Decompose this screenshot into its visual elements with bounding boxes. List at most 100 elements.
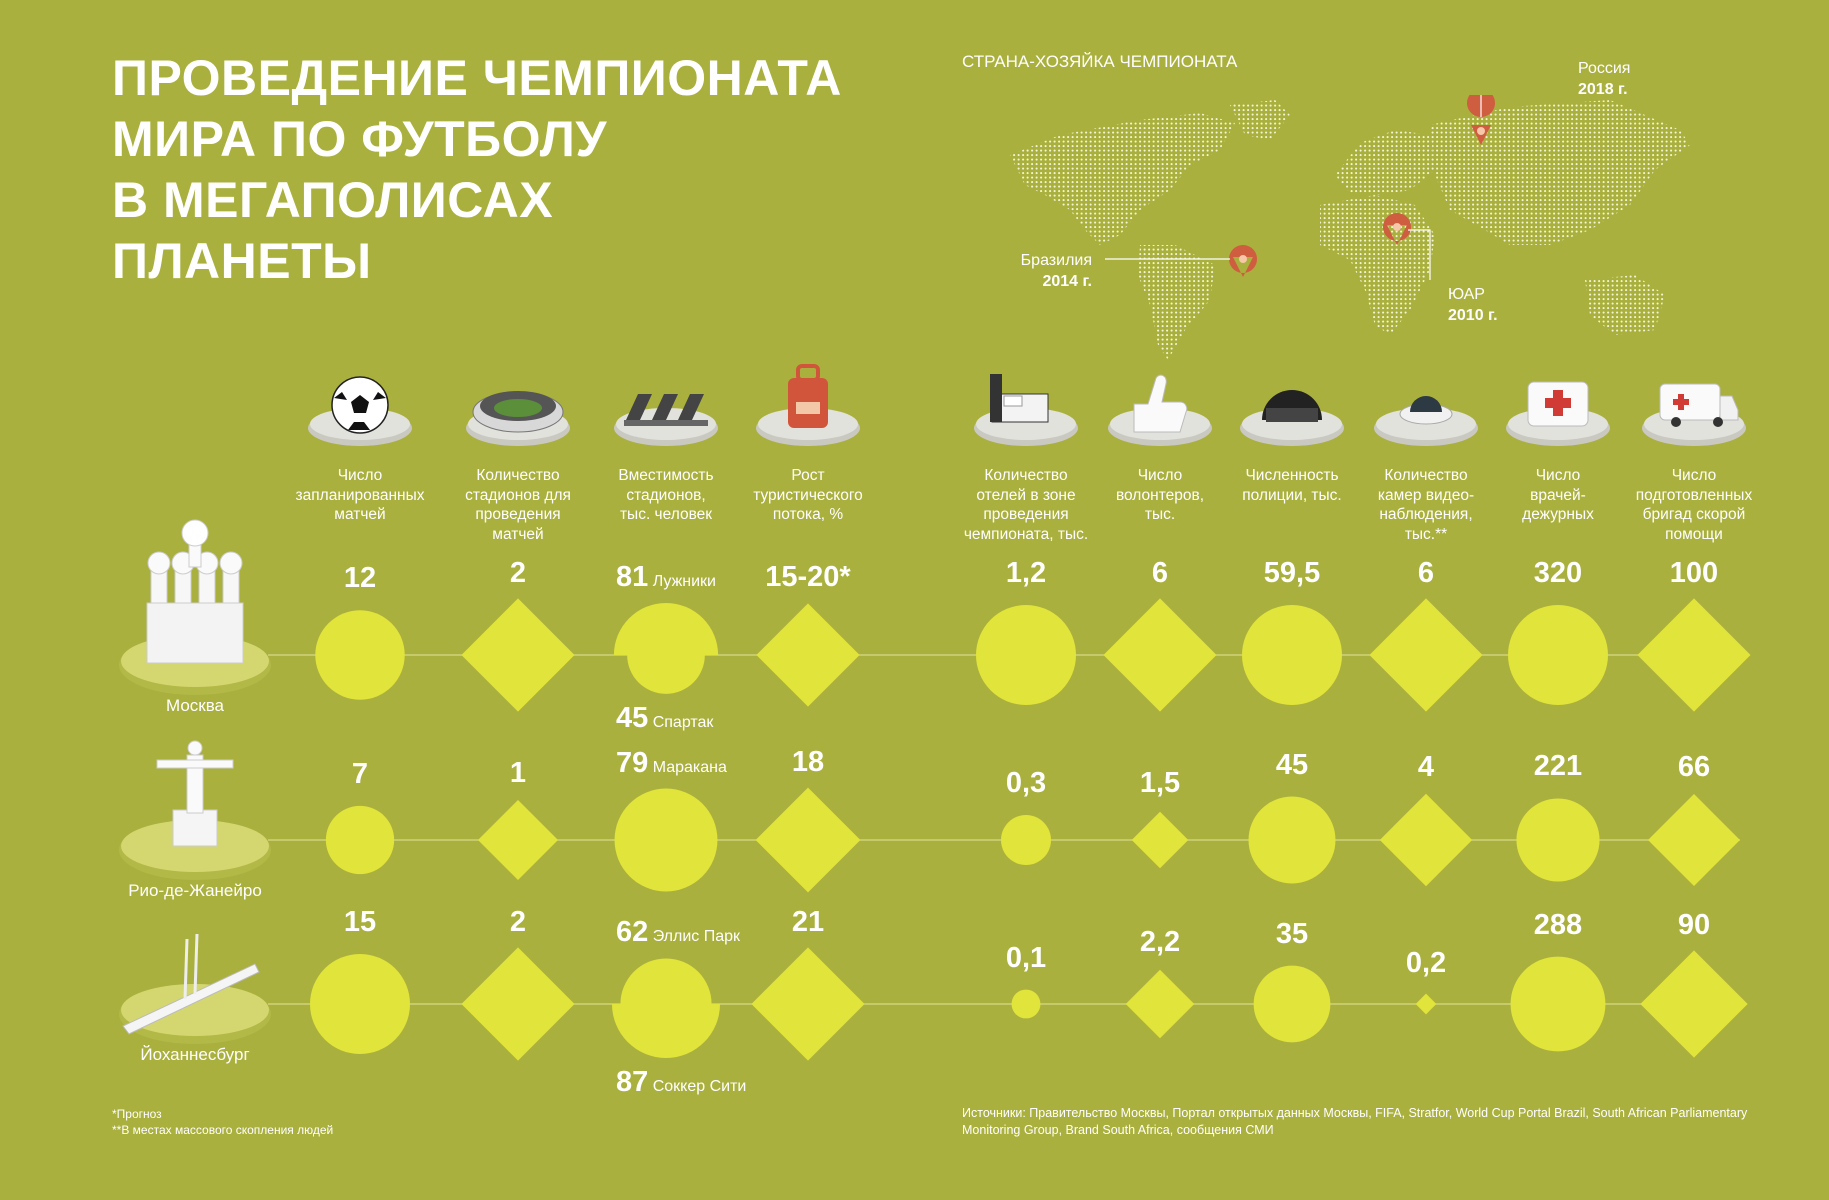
asia-shape [1430, 100, 1690, 245]
stadium-name: Эллис Парк [648, 928, 741, 946]
column-header-line: матчей [334, 506, 386, 523]
column-header-line: Число [1137, 467, 1183, 484]
thumbs-up-icon [1108, 374, 1212, 446]
stadium-name: Лужники [648, 572, 716, 590]
police-marker [1253, 965, 1331, 1043]
column-header-line: стадионов, [626, 486, 706, 504]
city-name: Рио-де-Жанейро [128, 881, 262, 900]
map-label-russia: Россия 2018 г. [1578, 60, 1631, 98]
hotel-bed-icon [974, 374, 1078, 446]
police-value: 59,5 [1263, 557, 1321, 589]
column-header-line: проведения [475, 506, 561, 523]
stadium-top-label: 79 Маракана [616, 747, 727, 780]
column-header-line: тыс. [1144, 506, 1176, 523]
volunteers-value: 2,2 [1139, 925, 1181, 958]
column-header-line: дежурных [1522, 506, 1594, 523]
greenland-shape [1230, 100, 1290, 140]
north-america-shape [1010, 113, 1235, 245]
column-header-line: отелей в зоне [976, 486, 1076, 504]
doctors-value: 288 [1533, 908, 1583, 941]
stadiums-value: 2 [509, 557, 527, 589]
ambulances-value: 66 [1677, 751, 1711, 784]
matches-value: 15 [343, 906, 377, 938]
ambulances-marker [1640, 950, 1748, 1058]
stadiums-marker [461, 947, 575, 1061]
column-header-line: чемпионата, тыс. [963, 525, 1089, 543]
cameras-marker [1369, 598, 1483, 712]
police-helmet-icon [1240, 390, 1344, 446]
column-header-line: Число [337, 467, 383, 484]
volunteers-value: 1,5 [1139, 767, 1181, 799]
column-header-line: врачей- [1530, 486, 1586, 504]
column-header-line: полиции, тыс. [1242, 486, 1342, 504]
title-line: ПЛАНЕТЫ [112, 233, 372, 289]
luggage-icon [756, 364, 860, 446]
stadium-name: Спартак [648, 713, 714, 731]
tourism-value: 21 [791, 906, 825, 938]
stadiums-value: 1 [509, 756, 527, 789]
cameras-marker [1415, 993, 1437, 1015]
christ-statue-icon [119, 740, 271, 880]
footnotes: *Прогноз **В местах массового скопления … [112, 1106, 333, 1138]
column-header-line: Рост [791, 467, 825, 484]
column-header-line: помощи [1665, 525, 1723, 543]
matches-marker [325, 805, 395, 875]
matches-value: 7 [351, 757, 369, 790]
column-header-line: бригад скорой [1642, 506, 1746, 523]
capacity-bottom-half [627, 655, 705, 694]
column-header-line: тыс. человек [619, 506, 713, 523]
column-header: Количество камер видео-наблюдения, тыс.** [1349, 466, 1503, 544]
police-marker [1242, 605, 1342, 705]
column-header-line: Количество [476, 467, 560, 484]
doctors-marker [1508, 605, 1608, 705]
volunteers-value: 6 [1151, 557, 1169, 589]
sources-note: Источники: Правительство Москвы, Портал … [962, 1106, 1748, 1137]
doctors-marker [1516, 798, 1600, 882]
cameras-value: 4 [1417, 751, 1435, 784]
column-header-line: Вместимость [618, 467, 714, 484]
column-header: Число запланированных матчей [283, 466, 437, 525]
football-icon [308, 376, 412, 446]
hotels-value: 1,2 [1005, 557, 1047, 589]
column-header: Рост туристического потока, % [731, 466, 885, 525]
stadium-name: Соккер Сити [648, 1078, 747, 1095]
pin-brazil-icon [1229, 245, 1258, 277]
cameras-value: 6 [1417, 557, 1435, 589]
ambulances-marker [1637, 598, 1751, 712]
ambulances-value: 90 [1677, 908, 1711, 941]
capacity-circle [614, 788, 718, 892]
matches-marker [310, 954, 410, 1054]
pin-russia-icon [1467, 95, 1495, 145]
capacity-bottom-half [612, 1004, 720, 1058]
tourism-value: 15-20* [765, 561, 851, 594]
column-header-line: Численность [1245, 467, 1339, 484]
map-label-south-africa: ЮАР 2010 г. [1448, 286, 1498, 324]
tourism-marker [755, 787, 861, 893]
stadiums-marker [461, 598, 575, 712]
tourism-value: 18 [791, 745, 825, 778]
ambulance-icon [1642, 383, 1746, 446]
column-header-line: тыс.** [1404, 525, 1448, 543]
map-heading: СТРАНА-ХОЗЯЙКА ЧЕМПИОНАТА [962, 52, 1238, 71]
doctors-value: 221 [1533, 750, 1583, 783]
map-label-brazil: Бразилия 2014 г. [1020, 252, 1092, 290]
title-line: В МЕГАПОЛИСАХ [112, 172, 554, 228]
stadiums-marker [478, 799, 559, 880]
police-marker [1248, 796, 1336, 884]
column-header: Количество стадионов для проведения матчей [441, 466, 595, 544]
matches-marker [315, 610, 405, 700]
stadium-bottom-label: 45 Спартак [616, 702, 713, 735]
volunteers-marker [1103, 598, 1217, 712]
stadium-top-label: 81 Лужники [616, 561, 716, 594]
column-header: Вместимость стадионов, тыс. человек [589, 466, 743, 525]
capacity-top-half [620, 958, 712, 1004]
column-header-line: матчей [492, 525, 544, 543]
tourism-marker [756, 603, 860, 707]
police-value: 45 [1275, 748, 1309, 781]
hotels-marker [976, 605, 1076, 705]
police-value: 35 [1275, 917, 1309, 950]
ambulances-marker [1648, 794, 1740, 886]
column-header-line: волонтеров, [1115, 486, 1205, 504]
column-header: Численность полиции, тыс. [1215, 466, 1369, 505]
